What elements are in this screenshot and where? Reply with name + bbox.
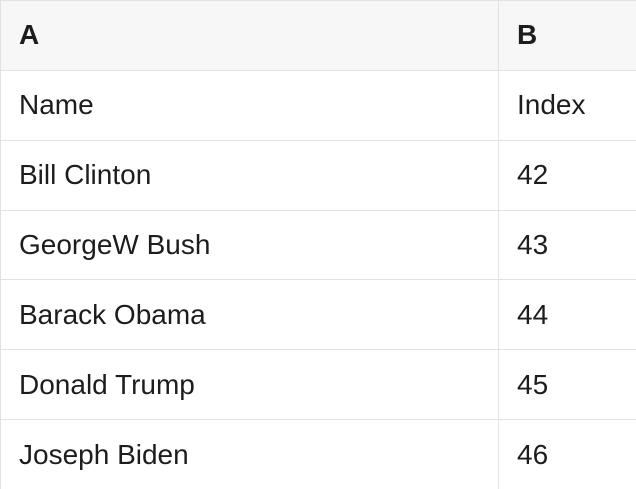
table-row: Joseph Biden 46	[0, 419, 636, 489]
table-row: Barack Obama 44	[0, 279, 636, 351]
cell-name-header: Name	[0, 69, 499, 141]
table-row: GeorgeW Bush 43	[0, 209, 636, 281]
cell-index: 44	[498, 279, 636, 351]
column-header-a: A	[0, 0, 499, 71]
cell-name: Joseph Biden	[0, 419, 499, 489]
cell-index: 45	[498, 349, 636, 421]
cell-name: Bill Clinton	[0, 139, 499, 211]
cell-name: Donald Trump	[0, 349, 499, 421]
cell-name: GeorgeW Bush	[0, 209, 499, 281]
cell-index: 46	[498, 419, 636, 489]
column-header-b: B	[498, 0, 636, 71]
cell-name: Barack Obama	[0, 279, 499, 351]
cell-index: 42	[498, 139, 636, 211]
cell-index: 43	[498, 209, 636, 281]
table-row: Name Index	[0, 69, 636, 141]
table-row: Bill Clinton 42	[0, 139, 636, 211]
table-row: Donald Trump 45	[0, 349, 636, 421]
header-row: A B	[0, 0, 636, 71]
cell-index-header: Index	[498, 69, 636, 141]
